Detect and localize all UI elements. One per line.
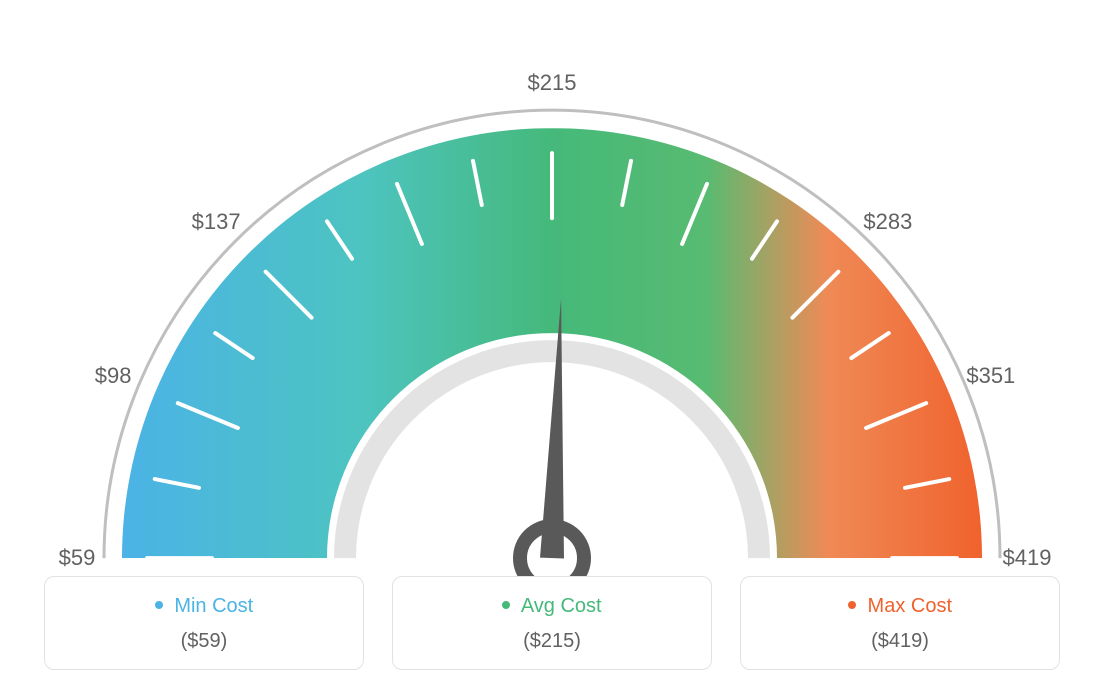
legend-card-avg: Avg Cost ($215) bbox=[392, 576, 712, 670]
tick-label: $283 bbox=[863, 209, 912, 235]
legend-title-min: Min Cost bbox=[55, 595, 353, 618]
legend-value-max: ($419) bbox=[751, 630, 1049, 653]
gauge-chart bbox=[0, 38, 1104, 614]
legend-label-max: Max Cost bbox=[868, 595, 952, 617]
tick-label: $215 bbox=[528, 70, 577, 96]
dot-icon bbox=[848, 601, 856, 609]
tick-label: $59 bbox=[59, 545, 96, 571]
legend-label-avg: Avg Cost bbox=[521, 595, 602, 617]
legend-title-max: Max Cost bbox=[751, 595, 1049, 618]
legend-card-min: Min Cost ($59) bbox=[44, 576, 364, 670]
tick-label: $98 bbox=[95, 363, 132, 389]
cost-gauge-container: $59 $98 $137 $215 $283 $351 $419 Min Cost ($59… bbox=[0, 0, 1104, 690]
legend-label-min: Min Cost bbox=[174, 595, 253, 617]
legend-card-max: Max Cost ($419) bbox=[740, 576, 1060, 670]
dot-icon bbox=[155, 601, 163, 609]
dot-icon bbox=[502, 601, 510, 609]
legend-value-avg: ($215) bbox=[403, 630, 701, 653]
tick-label: $137 bbox=[192, 209, 241, 235]
tick-label: $351 bbox=[966, 363, 1015, 389]
gauge-area: $59$98$137$215$283$351$419 bbox=[0, 0, 1104, 560]
tick-label: $419 bbox=[1003, 545, 1052, 571]
legend-value-min: ($59) bbox=[55, 630, 353, 653]
legend-row: Min Cost ($59) Avg Cost ($215) Max Cost … bbox=[0, 576, 1104, 670]
legend-title-avg: Avg Cost bbox=[403, 595, 701, 618]
